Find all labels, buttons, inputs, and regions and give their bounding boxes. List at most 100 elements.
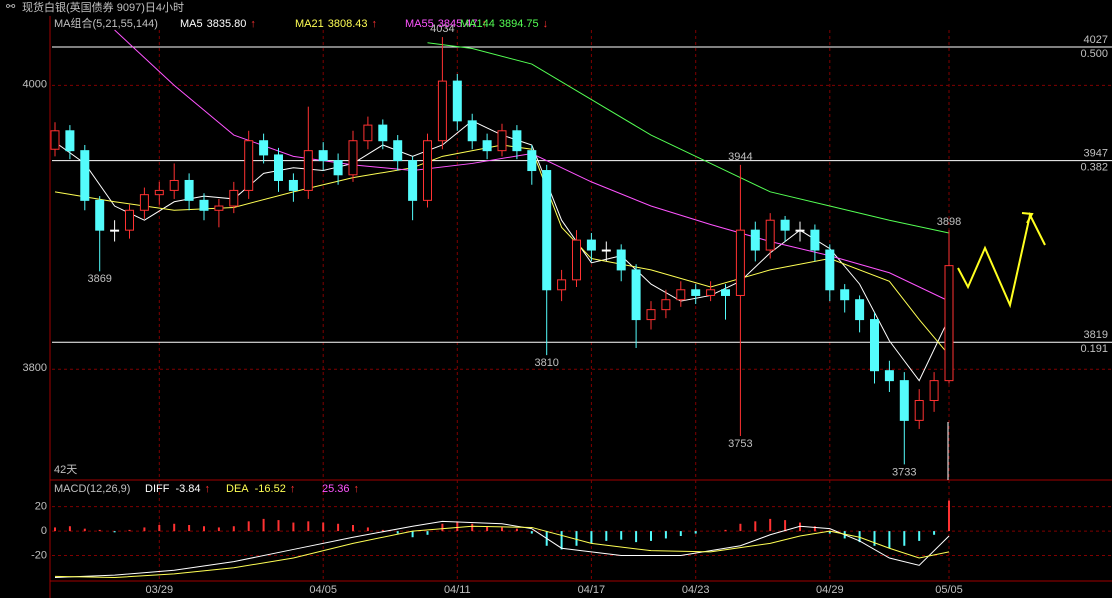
level-ratio: 0.191 — [1080, 343, 1108, 355]
legend-part: MA组合(5,21,55,144) — [54, 16, 158, 30]
legend-part: 25.36 — [322, 483, 350, 495]
candle-body — [95, 199, 105, 231]
candle-body — [363, 124, 373, 142]
y-tick-label: 3800 — [23, 362, 47, 374]
hand-drawn-arrowhead — [1021, 212, 1034, 224]
legend-part: DEA — [226, 483, 249, 495]
legend-part: ↑ — [372, 18, 378, 30]
level-price: 3819 — [1084, 329, 1108, 341]
legend-part: ↑ — [482, 18, 488, 30]
legend-part: 3894.75 — [499, 18, 539, 30]
x-tick-label: 04/11 — [444, 584, 471, 596]
candle-body — [497, 130, 507, 152]
candle-body — [899, 380, 909, 421]
legend-part: -16.52 — [255, 483, 286, 495]
candle-body — [914, 400, 924, 421]
candle-body — [452, 80, 462, 122]
extreme-label: 3898 — [937, 216, 961, 228]
legend-part: ↓ — [543, 18, 549, 30]
candle-body — [601, 249, 611, 252]
legend-part: MACD(12,26,9) — [54, 483, 130, 495]
x-tick-label: 04/05 — [309, 584, 337, 596]
candle-body — [80, 150, 90, 201]
extreme-label: 3810 — [534, 357, 558, 369]
candle-body — [706, 289, 716, 296]
x-tick-label: 03/29 — [146, 584, 174, 596]
candle-body — [676, 289, 686, 301]
candle-body — [259, 140, 269, 156]
candle-body — [288, 179, 298, 191]
legend-part: 3845.47 — [438, 18, 478, 30]
candle-body — [348, 140, 358, 176]
candle-body — [274, 154, 283, 181]
legend: MA144 3894.75 ↓ — [460, 18, 548, 30]
candle-body — [65, 130, 75, 152]
legend-part: ↑ — [250, 18, 256, 30]
legend: MA55 3845.47 ↑ — [405, 18, 487, 30]
candle-body — [855, 299, 865, 321]
legend-part: MA55 — [405, 18, 434, 30]
legend-part: 3835.80 — [207, 18, 247, 30]
x-tick-label: 04/29 — [816, 584, 844, 596]
candle-body — [482, 140, 492, 152]
candle-body — [110, 229, 120, 232]
level-ratio: 0.500 — [1080, 48, 1108, 60]
candle-body — [840, 289, 850, 301]
legend-part: ↑ — [205, 483, 211, 495]
dea-line — [54, 525, 950, 579]
candle-body — [557, 279, 567, 291]
candle-body — [765, 219, 775, 251]
candle-body — [735, 229, 745, 296]
candle-body — [691, 289, 701, 296]
level-price: 4027 — [1084, 34, 1108, 46]
legend-part: MA5 — [180, 18, 203, 30]
hand-drawn-projection — [957, 212, 1046, 309]
candle-body — [184, 179, 194, 201]
legend: DEA -16.52 ↑ — [226, 483, 295, 495]
candle-body — [214, 205, 224, 211]
legend: DIFF -3.84 ↑ — [145, 483, 210, 495]
x-tick-label: 04/17 — [578, 584, 606, 596]
candle-body — [512, 130, 522, 152]
candle-body — [944, 265, 954, 382]
candle-body — [527, 150, 537, 172]
candle-body — [467, 120, 477, 142]
candle-body — [825, 249, 835, 291]
candle-body — [139, 194, 149, 211]
candle-body — [244, 140, 254, 191]
candle-body — [631, 269, 641, 321]
diff-line — [54, 520, 950, 579]
legend: MA5 3835.80 ↑ — [180, 18, 256, 30]
legend: MACD(12,26,9) — [54, 483, 130, 495]
candle-body — [229, 189, 239, 207]
y-tick-label: 4000 — [23, 78, 47, 90]
legend-part: 3808.43 — [328, 18, 368, 30]
candle-body — [870, 319, 879, 372]
candle-body — [616, 249, 626, 271]
candle-body — [333, 160, 343, 176]
y-tick-label: 0 — [41, 525, 47, 537]
x-tick-label: 05/05 — [935, 584, 963, 596]
candle-body — [542, 170, 552, 291]
candle-body — [318, 150, 328, 162]
legend: MA21 3808.43 ↑ — [295, 18, 377, 30]
candle-body — [437, 80, 447, 142]
candle-body — [50, 130, 60, 150]
candle-body — [393, 140, 403, 162]
legend-part: ↑ — [290, 483, 296, 495]
candle-body — [750, 229, 760, 251]
chart-title: 现货白银(英国债券 9097)日4小时 — [22, 0, 184, 14]
candle-body — [125, 209, 134, 231]
extreme-label: 4034 — [430, 23, 454, 35]
legend-part: -3.84 — [175, 483, 200, 495]
candle-body — [810, 229, 820, 251]
y-tick-label: -20 — [31, 549, 47, 561]
x-tick-label: 04/23 — [682, 584, 710, 596]
period-label: 42天 — [54, 464, 77, 476]
candle-body — [646, 309, 656, 321]
level-ratio: 0.382 — [1080, 162, 1108, 174]
legend-part: MA21 — [295, 18, 324, 30]
